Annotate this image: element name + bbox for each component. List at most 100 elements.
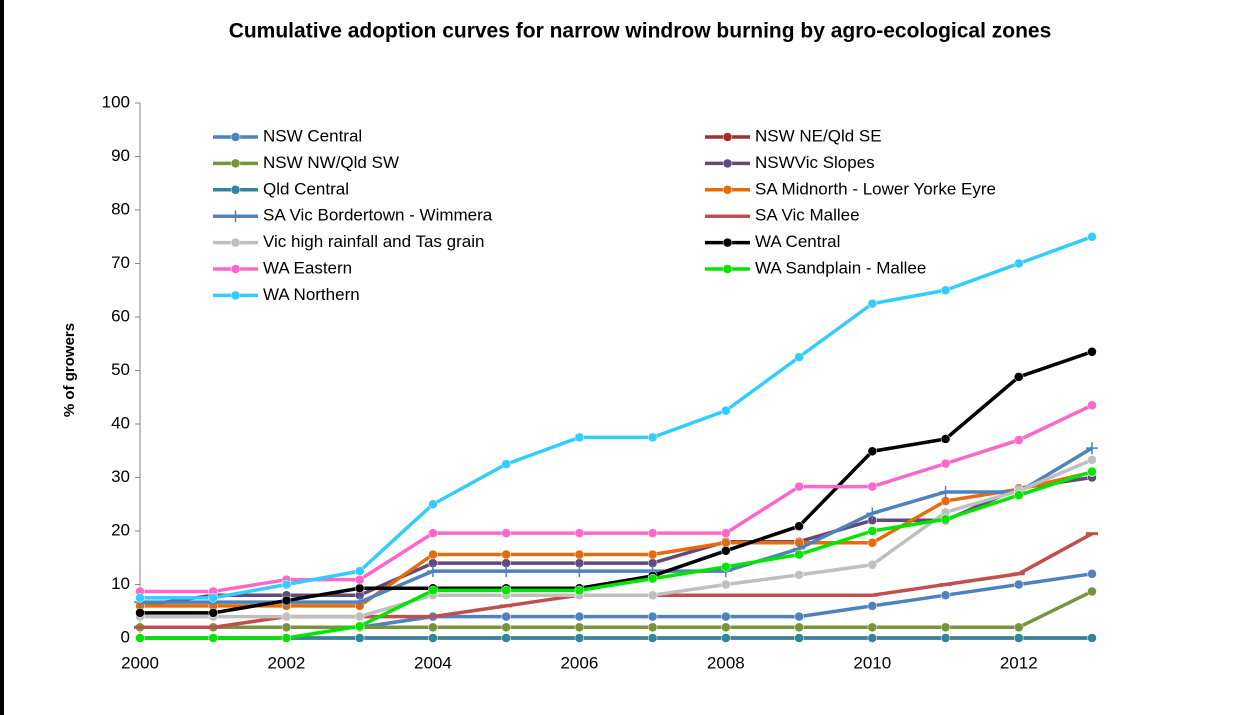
marker [501,611,511,622]
legend-label: WA Central [755,232,840,251]
x-tick-label: 2010 [853,653,891,672]
marker [501,528,511,538]
x-tick-label: 2012 [1000,653,1038,672]
marker [1087,232,1097,242]
marker [230,264,241,274]
marker [574,528,585,538]
marker [281,622,292,633]
marker [229,210,242,223]
marker [354,574,365,585]
marker [722,237,733,248]
marker [574,622,585,633]
marker [794,521,804,531]
marker [574,549,585,560]
marker [354,633,365,643]
legend-label: SA Midnorth - Lower Yorke Eyre [755,179,996,198]
legend-label: WA Eastern [263,258,352,277]
marker [722,185,733,195]
series-line [140,235,1093,600]
marker [1087,586,1097,597]
marker [501,549,511,560]
marker [722,132,733,142]
legend-label: NSW NE/Qld SE [755,126,882,145]
marker [428,585,438,596]
marker [1087,569,1097,579]
marker [426,565,439,578]
legend-label: NSWVic Slopes [755,153,875,172]
marker [428,528,438,538]
y-tick-label: 50 [111,360,130,379]
marker [721,528,731,538]
marker [940,590,951,600]
marker [1087,400,1097,411]
y-axis-label: % of growers [61,323,78,417]
marker [721,546,731,556]
y-tick-label: 60 [111,306,130,325]
marker [647,528,658,538]
marker [1087,633,1097,643]
marker [1087,347,1097,357]
marker [574,585,585,596]
marker [1014,622,1024,633]
marker [1087,455,1097,465]
marker [281,633,292,643]
marker [721,405,731,416]
marker [501,585,511,596]
marker [647,590,658,600]
marker [867,481,878,492]
marker [230,237,241,248]
marker [428,499,438,509]
marker [1014,579,1024,590]
marker [721,633,731,643]
marker [867,601,878,611]
y-tick-label: 70 [111,253,130,272]
marker [940,458,951,469]
y-tick-label: 20 [111,520,130,539]
legend-label: SA Vic Bordertown - Wimmera [263,206,493,225]
marker [867,538,878,548]
marker [428,549,438,560]
y-tick-label: 100 [102,92,130,111]
marker [354,611,365,622]
series-line [140,350,1093,615]
marker [867,559,878,570]
marker [794,633,804,643]
legend-label: SA Vic Mallee [755,206,860,225]
marker [501,633,511,643]
marker [867,622,878,633]
marker [208,608,218,618]
marker [1087,466,1097,477]
marker [1014,372,1024,382]
marker [1014,633,1024,643]
marker [353,596,366,609]
marker [1014,435,1024,445]
marker [940,633,951,643]
marker [573,565,586,578]
marker [647,432,658,443]
marker [208,593,218,603]
marker [794,570,804,580]
y-tick-label: 0 [121,627,130,646]
marker [501,622,511,633]
series-line [140,403,1093,594]
marker [722,158,733,169]
marker [866,507,879,520]
marker [281,579,292,590]
marker [940,434,951,444]
marker [230,290,241,301]
marker [354,583,365,593]
marker [135,633,145,643]
marker [501,459,511,469]
y-tick-label: 90 [111,146,130,165]
marker [500,565,513,578]
marker [281,611,292,622]
marker [354,566,365,576]
marker [867,633,878,643]
y-tick-label: 80 [111,199,130,218]
marker [647,622,658,633]
marker [574,432,585,443]
chart-title: Cumulative adoption curves for narrow wi… [229,20,1052,43]
marker [281,595,292,606]
